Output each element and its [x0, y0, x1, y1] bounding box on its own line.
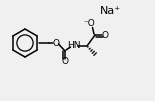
Text: O: O [102, 31, 108, 39]
Text: Na⁺: Na⁺ [100, 6, 121, 16]
Text: ⁻O: ⁻O [83, 19, 95, 28]
Text: O: O [62, 57, 69, 66]
Text: HN: HN [67, 42, 81, 50]
Text: O: O [53, 38, 60, 47]
